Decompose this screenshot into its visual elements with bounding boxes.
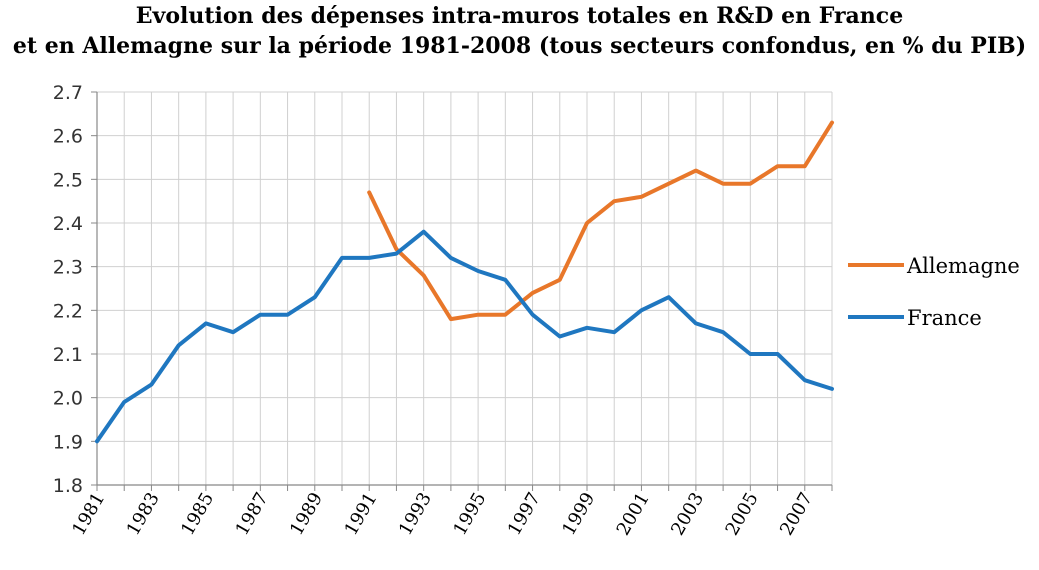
grid-lines bbox=[96, 91, 833, 486]
x-tick-label: 1999 bbox=[558, 489, 599, 539]
x-tick-label: 2001 bbox=[613, 489, 654, 539]
x-tick-label: 1983 bbox=[123, 489, 164, 539]
x-axis-ticks: 1981 1983 1985 1987 1989 1991 1993 1995 1997 1999… bbox=[68, 485, 833, 539]
series-line-allemagne bbox=[367, 120, 834, 322]
y-tick-label: 2.2 bbox=[53, 300, 83, 322]
x-tick-label: 1993 bbox=[395, 489, 436, 539]
y-tick-label: 2.6 bbox=[53, 126, 83, 148]
y-tick-label: 2.5 bbox=[53, 169, 83, 191]
y-tick-label: 2.4 bbox=[53, 213, 83, 235]
x-tick-label: 2005 bbox=[722, 489, 763, 539]
y-tick-label: 2.0 bbox=[53, 388, 83, 410]
x-tick-label: 1995 bbox=[449, 489, 490, 539]
chart-title-line-1: Evolution des dépenses intra-muros total… bbox=[135, 3, 904, 29]
series-lines bbox=[95, 120, 834, 444]
y-tick-label: 1.9 bbox=[53, 431, 83, 453]
series-line-france bbox=[95, 229, 834, 444]
y-tick-label: 2.3 bbox=[53, 257, 83, 279]
y-axis-ticks: 1.8 1.9 2.0 2.1 2.2 2.3 2.4 2.5 2.6 2.7 bbox=[53, 82, 97, 497]
legend: Allemagne France bbox=[848, 254, 1020, 330]
legend-label-allemagne: Allemagne bbox=[906, 254, 1020, 278]
x-tick-label: 1985 bbox=[177, 489, 218, 539]
chart-title-line-2: et en Allemagne sur la période 1981-2008… bbox=[12, 33, 1027, 59]
x-tick-label: 1987 bbox=[232, 489, 273, 539]
x-tick-label: 1997 bbox=[504, 489, 545, 539]
y-tick-label: 2.1 bbox=[53, 344, 83, 366]
x-tick-label: 1989 bbox=[286, 489, 327, 539]
x-tick-label: 2007 bbox=[776, 489, 817, 539]
y-tick-label: 2.7 bbox=[53, 82, 83, 104]
axes bbox=[96, 92, 832, 486]
x-tick-label: 2003 bbox=[667, 489, 708, 539]
x-tick-label: 1991 bbox=[340, 489, 381, 539]
y-tick-label: 1.8 bbox=[53, 475, 83, 497]
legend-label-france: France bbox=[907, 306, 982, 330]
